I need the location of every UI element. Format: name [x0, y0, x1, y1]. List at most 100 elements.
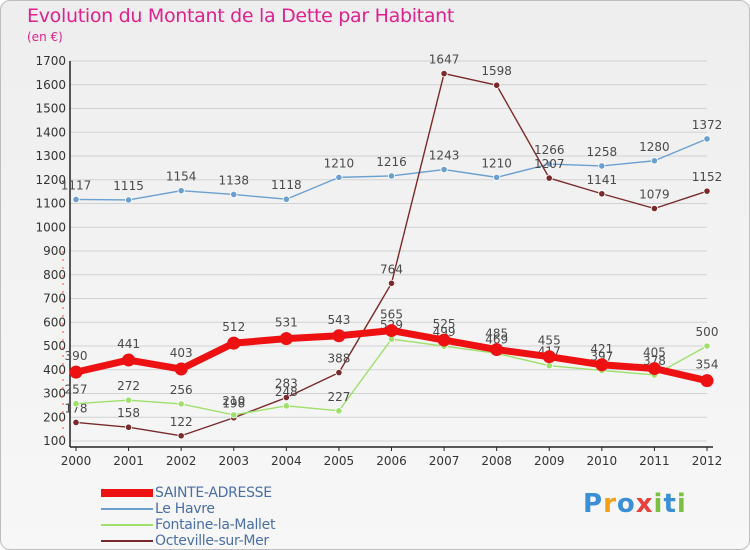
data-label: 1647	[429, 53, 460, 67]
data-point	[598, 162, 606, 170]
logo-letter: r	[603, 489, 617, 519]
data-label: 1210	[324, 156, 355, 170]
x-tick-label: 2002	[166, 454, 197, 468]
data-label: 543	[327, 313, 350, 327]
data-point	[72, 195, 80, 204]
data-label: 485	[485, 327, 508, 341]
y-tick-label: 1500	[35, 102, 66, 116]
data-point	[385, 324, 398, 338]
data-label: 1079	[639, 187, 670, 201]
data-label: 1117	[61, 178, 92, 192]
data-label: 178	[65, 401, 88, 415]
y-tick-label: 1200	[35, 173, 66, 187]
data-label: 1598	[481, 64, 512, 78]
data-label: 1138	[218, 173, 249, 187]
data-label: 1266	[534, 143, 565, 157]
data-point	[177, 432, 185, 440]
data-label: 1258	[587, 145, 618, 159]
x-tick-label: 2000	[61, 454, 92, 468]
data-point	[124, 396, 133, 404]
data-label: 283	[275, 377, 298, 391]
data-label: 455	[538, 334, 561, 348]
data-point	[440, 165, 448, 174]
data-label: 1280	[639, 140, 670, 154]
x-tick-label: 2003	[218, 454, 249, 468]
data-point	[124, 423, 133, 431]
x-tick-label: 2007	[429, 454, 460, 468]
data-label: 1207	[534, 157, 565, 171]
data-point	[595, 358, 609, 372]
legend-swatch	[101, 508, 153, 510]
data-point	[490, 343, 504, 357]
y-tick-label: 1000	[35, 220, 66, 234]
data-label: 1154	[166, 170, 197, 184]
legend-item: SAINTE-ADRESSE	[101, 485, 275, 501]
data-label: 512	[222, 320, 245, 334]
y-tick-label: 1100	[35, 197, 66, 211]
y-tick-label: 800	[43, 268, 66, 282]
data-point	[282, 393, 290, 402]
data-label: 1152	[692, 170, 723, 184]
data-label: 421	[590, 342, 613, 356]
data-point	[650, 157, 659, 165]
x-tick-label: 2012	[692, 454, 723, 468]
data-label: 500	[696, 325, 719, 339]
legend: SAINTE-ADRESSE Le Havre Fontaine-la-Mallet…	[101, 485, 275, 549]
data-label: 122	[170, 415, 193, 429]
data-point	[282, 402, 290, 410]
data-point	[545, 174, 553, 182]
data-point	[279, 332, 293, 346]
data-label: 1372	[692, 118, 723, 132]
x-tick-label: 2001	[113, 454, 144, 468]
legend-swatch	[101, 524, 153, 526]
data-label: 390	[65, 349, 88, 363]
legend-swatch	[101, 540, 153, 542]
data-point	[174, 362, 188, 376]
data-label: 378	[643, 354, 666, 368]
x-tick-label: 2010	[587, 454, 618, 468]
data-point	[332, 329, 346, 343]
data-point	[440, 69, 448, 78]
data-label: 469	[485, 332, 508, 346]
logo-letter: o	[616, 489, 636, 519]
data-point	[177, 400, 185, 408]
data-point	[69, 365, 83, 379]
data-point	[72, 418, 80, 427]
data-point	[437, 333, 451, 347]
x-tick-label: 2006	[376, 454, 407, 468]
y-tick-label: 1400	[35, 125, 66, 139]
legend-label: Le Havre	[155, 501, 215, 517]
data-point	[227, 336, 241, 350]
data-point	[703, 342, 711, 350]
series-sainte-adresse: 390 441 403 512 531 543 565 525 485 455 421 405 354	[65, 308, 719, 388]
data-label: 272	[117, 379, 140, 393]
x-tick-label: 2004	[271, 454, 302, 468]
data-point	[122, 353, 136, 367]
x-tick-label: 2011	[639, 454, 670, 468]
logo-letter: i	[676, 489, 687, 519]
y-tick-label: 200	[43, 410, 66, 424]
y-tick-label: 300	[43, 387, 66, 401]
legend-label: Fontaine-la-Mallet	[155, 517, 276, 533]
y-tick-label: 900	[43, 244, 66, 258]
logo-letter: x	[635, 489, 654, 519]
legend-item: Le Havre	[101, 501, 275, 517]
data-label: 354	[696, 358, 719, 372]
data-label: 441	[117, 337, 140, 351]
data-point	[335, 173, 343, 181]
data-label: 403	[170, 346, 193, 360]
data-point	[335, 368, 343, 377]
data-point	[598, 190, 606, 198]
data-label: 158	[117, 406, 140, 420]
data-label: 525	[433, 317, 456, 331]
y-tick-label: 400	[43, 363, 66, 377]
y-tick-label: 1300	[35, 149, 66, 163]
data-label: 388	[327, 352, 350, 366]
data-point	[650, 204, 659, 213]
data-point	[387, 279, 396, 287]
data-point	[387, 172, 396, 180]
logo-letter: t	[663, 489, 677, 519]
x-tick-label: 2008	[481, 454, 512, 468]
data-label: 397	[590, 349, 613, 363]
y-tick-label: 600	[43, 315, 66, 329]
